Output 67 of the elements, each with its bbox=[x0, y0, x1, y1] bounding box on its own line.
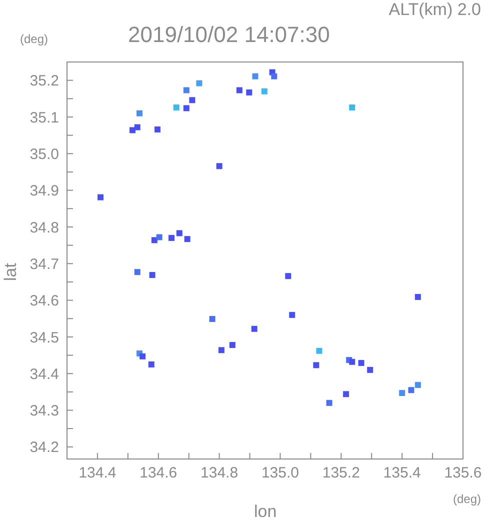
chart-subtitle: ALT(km) 2.0 bbox=[388, 0, 481, 20]
text: (deg) bbox=[20, 32, 48, 46]
point bbox=[98, 194, 104, 200]
y-tick-label: 34.4 bbox=[30, 366, 59, 383]
x-tick-label: 135.6 bbox=[444, 464, 482, 482]
point bbox=[154, 126, 160, 132]
point bbox=[209, 316, 216, 322]
point bbox=[261, 88, 268, 94]
y-tick-label: 34.5 bbox=[30, 329, 59, 346]
point bbox=[414, 382, 421, 388]
point bbox=[129, 127, 136, 134]
point bbox=[184, 236, 190, 242]
point bbox=[149, 272, 156, 278]
point bbox=[316, 348, 322, 354]
point bbox=[151, 237, 158, 244]
y-tick-label: 34.3 bbox=[30, 402, 59, 420]
x-tick-label: 134.4 bbox=[78, 464, 116, 482]
point bbox=[189, 97, 196, 104]
point bbox=[229, 342, 236, 348]
point bbox=[216, 163, 222, 170]
point bbox=[156, 234, 162, 240]
point bbox=[313, 362, 320, 368]
point bbox=[251, 326, 258, 332]
point bbox=[349, 358, 356, 365]
x-tick-label: 135.0 bbox=[261, 464, 300, 482]
point bbox=[246, 89, 252, 96]
point bbox=[218, 347, 224, 354]
y-tick-label: 34.8 bbox=[30, 219, 59, 236]
y-tick-label: 34.2 bbox=[30, 439, 59, 456]
y-tick-label: 35.1 bbox=[30, 109, 59, 126]
point bbox=[367, 366, 374, 373]
y-tick-label: 34.6 bbox=[30, 292, 59, 310]
point bbox=[168, 234, 174, 241]
point bbox=[414, 294, 421, 300]
x-axis-title: lon bbox=[254, 502, 277, 521]
point bbox=[343, 391, 350, 398]
point bbox=[289, 312, 296, 318]
point bbox=[252, 73, 258, 80]
chart-title: 2019/10/02 14:07:30 bbox=[128, 22, 330, 48]
point bbox=[196, 80, 202, 86]
x-tick-label: 134.6 bbox=[140, 464, 178, 482]
point bbox=[326, 400, 332, 406]
point bbox=[183, 105, 190, 112]
y-tick-label: 34.9 bbox=[30, 182, 59, 200]
point bbox=[183, 87, 190, 94]
point bbox=[399, 390, 406, 396]
text: (deg) bbox=[453, 492, 482, 506]
point bbox=[349, 104, 356, 110]
y-tick-label: 35.0 bbox=[30, 146, 59, 163]
y-tick-label: 34.7 bbox=[30, 256, 59, 273]
x-tick-label: 135.4 bbox=[383, 464, 421, 482]
point bbox=[173, 104, 180, 110]
point bbox=[134, 269, 140, 276]
point bbox=[148, 361, 154, 368]
point bbox=[285, 273, 292, 280]
point bbox=[140, 353, 146, 360]
x-tick-label: 135.2 bbox=[322, 464, 360, 482]
point bbox=[176, 230, 182, 236]
point bbox=[408, 387, 414, 394]
point bbox=[134, 124, 140, 130]
y-axis-title: lat bbox=[0, 263, 21, 281]
y-tick-label: 35.2 bbox=[30, 72, 59, 90]
point bbox=[271, 73, 278, 80]
point bbox=[358, 360, 364, 366]
x-tick-label: 134.8 bbox=[200, 464, 238, 482]
point bbox=[136, 110, 142, 116]
point bbox=[236, 87, 242, 94]
